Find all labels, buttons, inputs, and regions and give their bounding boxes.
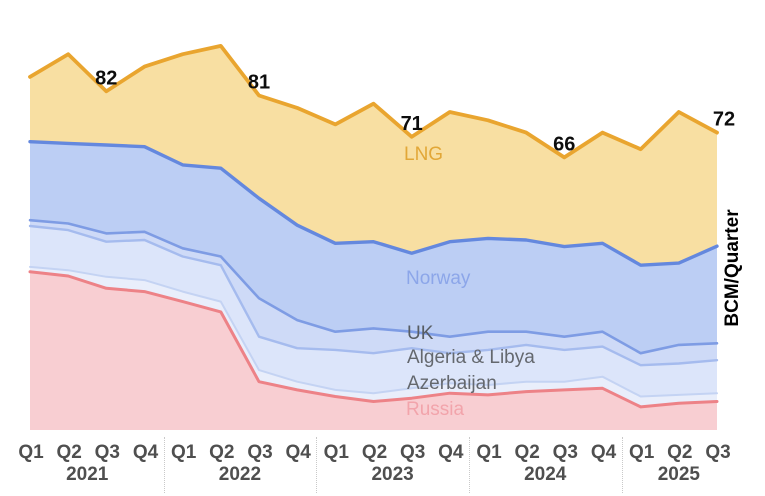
series-label-norway: Norway <box>406 268 471 289</box>
area-norway <box>30 141 717 354</box>
point-value-label: 81 <box>248 72 270 94</box>
series-label-russia: Russia <box>406 399 465 420</box>
x-tick-quarter: Q3 <box>94 442 120 463</box>
series-label-uk: UK <box>407 323 434 344</box>
x-tick-quarter: Q3 <box>247 442 273 463</box>
point-value-label: 72 <box>713 109 735 131</box>
series-label-algeria-libya: Algeria & Libya <box>407 347 535 368</box>
x-tick-quarter: Q2 <box>361 442 388 463</box>
area-russia <box>30 271 717 430</box>
y-axis-unit-label: BCM/Quarter <box>722 209 743 327</box>
x-tick-quarter: Q4 <box>285 442 311 463</box>
x-tick-quarter: Q2 <box>514 442 540 463</box>
x-tick-quarter: Q1 <box>476 442 502 463</box>
area-azerbaijan <box>30 266 717 407</box>
line-algeria-libya <box>28 224 719 367</box>
area-uk <box>30 220 717 366</box>
series-label-azerbaijan: Azerbaijan <box>407 373 497 394</box>
line-lng <box>28 44 719 160</box>
x-tick-year: 2023 <box>371 464 414 485</box>
x-tick-quarter: Q1 <box>18 442 44 463</box>
x-tick-quarter: Q3 <box>552 442 578 463</box>
area-algeria-libya <box>30 226 717 397</box>
area-lng <box>30 45 717 266</box>
year-separator <box>316 437 318 493</box>
year-separator <box>621 437 623 493</box>
x-tick-year: 2021 <box>66 464 109 485</box>
line-uk <box>28 218 719 355</box>
x-tick-quarter: Q1 <box>323 442 349 463</box>
x-tick-quarter: Q4 <box>590 442 617 463</box>
line-azerbaijan <box>29 265 718 398</box>
x-tick-quarter: Q3 <box>705 442 731 463</box>
series-label-lng: LNG <box>404 144 444 165</box>
x-tick-year: 2025 <box>657 464 700 485</box>
x-tick-quarter: Q2 <box>667 442 693 463</box>
point-value-label: 66 <box>553 133 575 155</box>
line-russia <box>28 270 719 409</box>
point-value-label: 82 <box>95 67 117 89</box>
year-separator <box>468 437 470 493</box>
x-tick-quarter: Q1 <box>170 442 197 463</box>
x-tick-year: 2024 <box>524 464 567 485</box>
x-tick-quarter: Q4 <box>132 442 159 463</box>
x-tick-quarter: Q3 <box>399 442 426 463</box>
point-value-label: 71 <box>401 113 423 135</box>
x-tick-quarter: Q1 <box>628 442 655 463</box>
line-norway <box>28 140 719 267</box>
x-tick-quarter: Q2 <box>209 442 235 463</box>
x-tick-quarter: Q4 <box>438 442 464 463</box>
x-tick-quarter: Q2 <box>56 442 82 463</box>
year-separator <box>163 437 165 493</box>
x-tick-year: 2022 <box>218 464 262 485</box>
